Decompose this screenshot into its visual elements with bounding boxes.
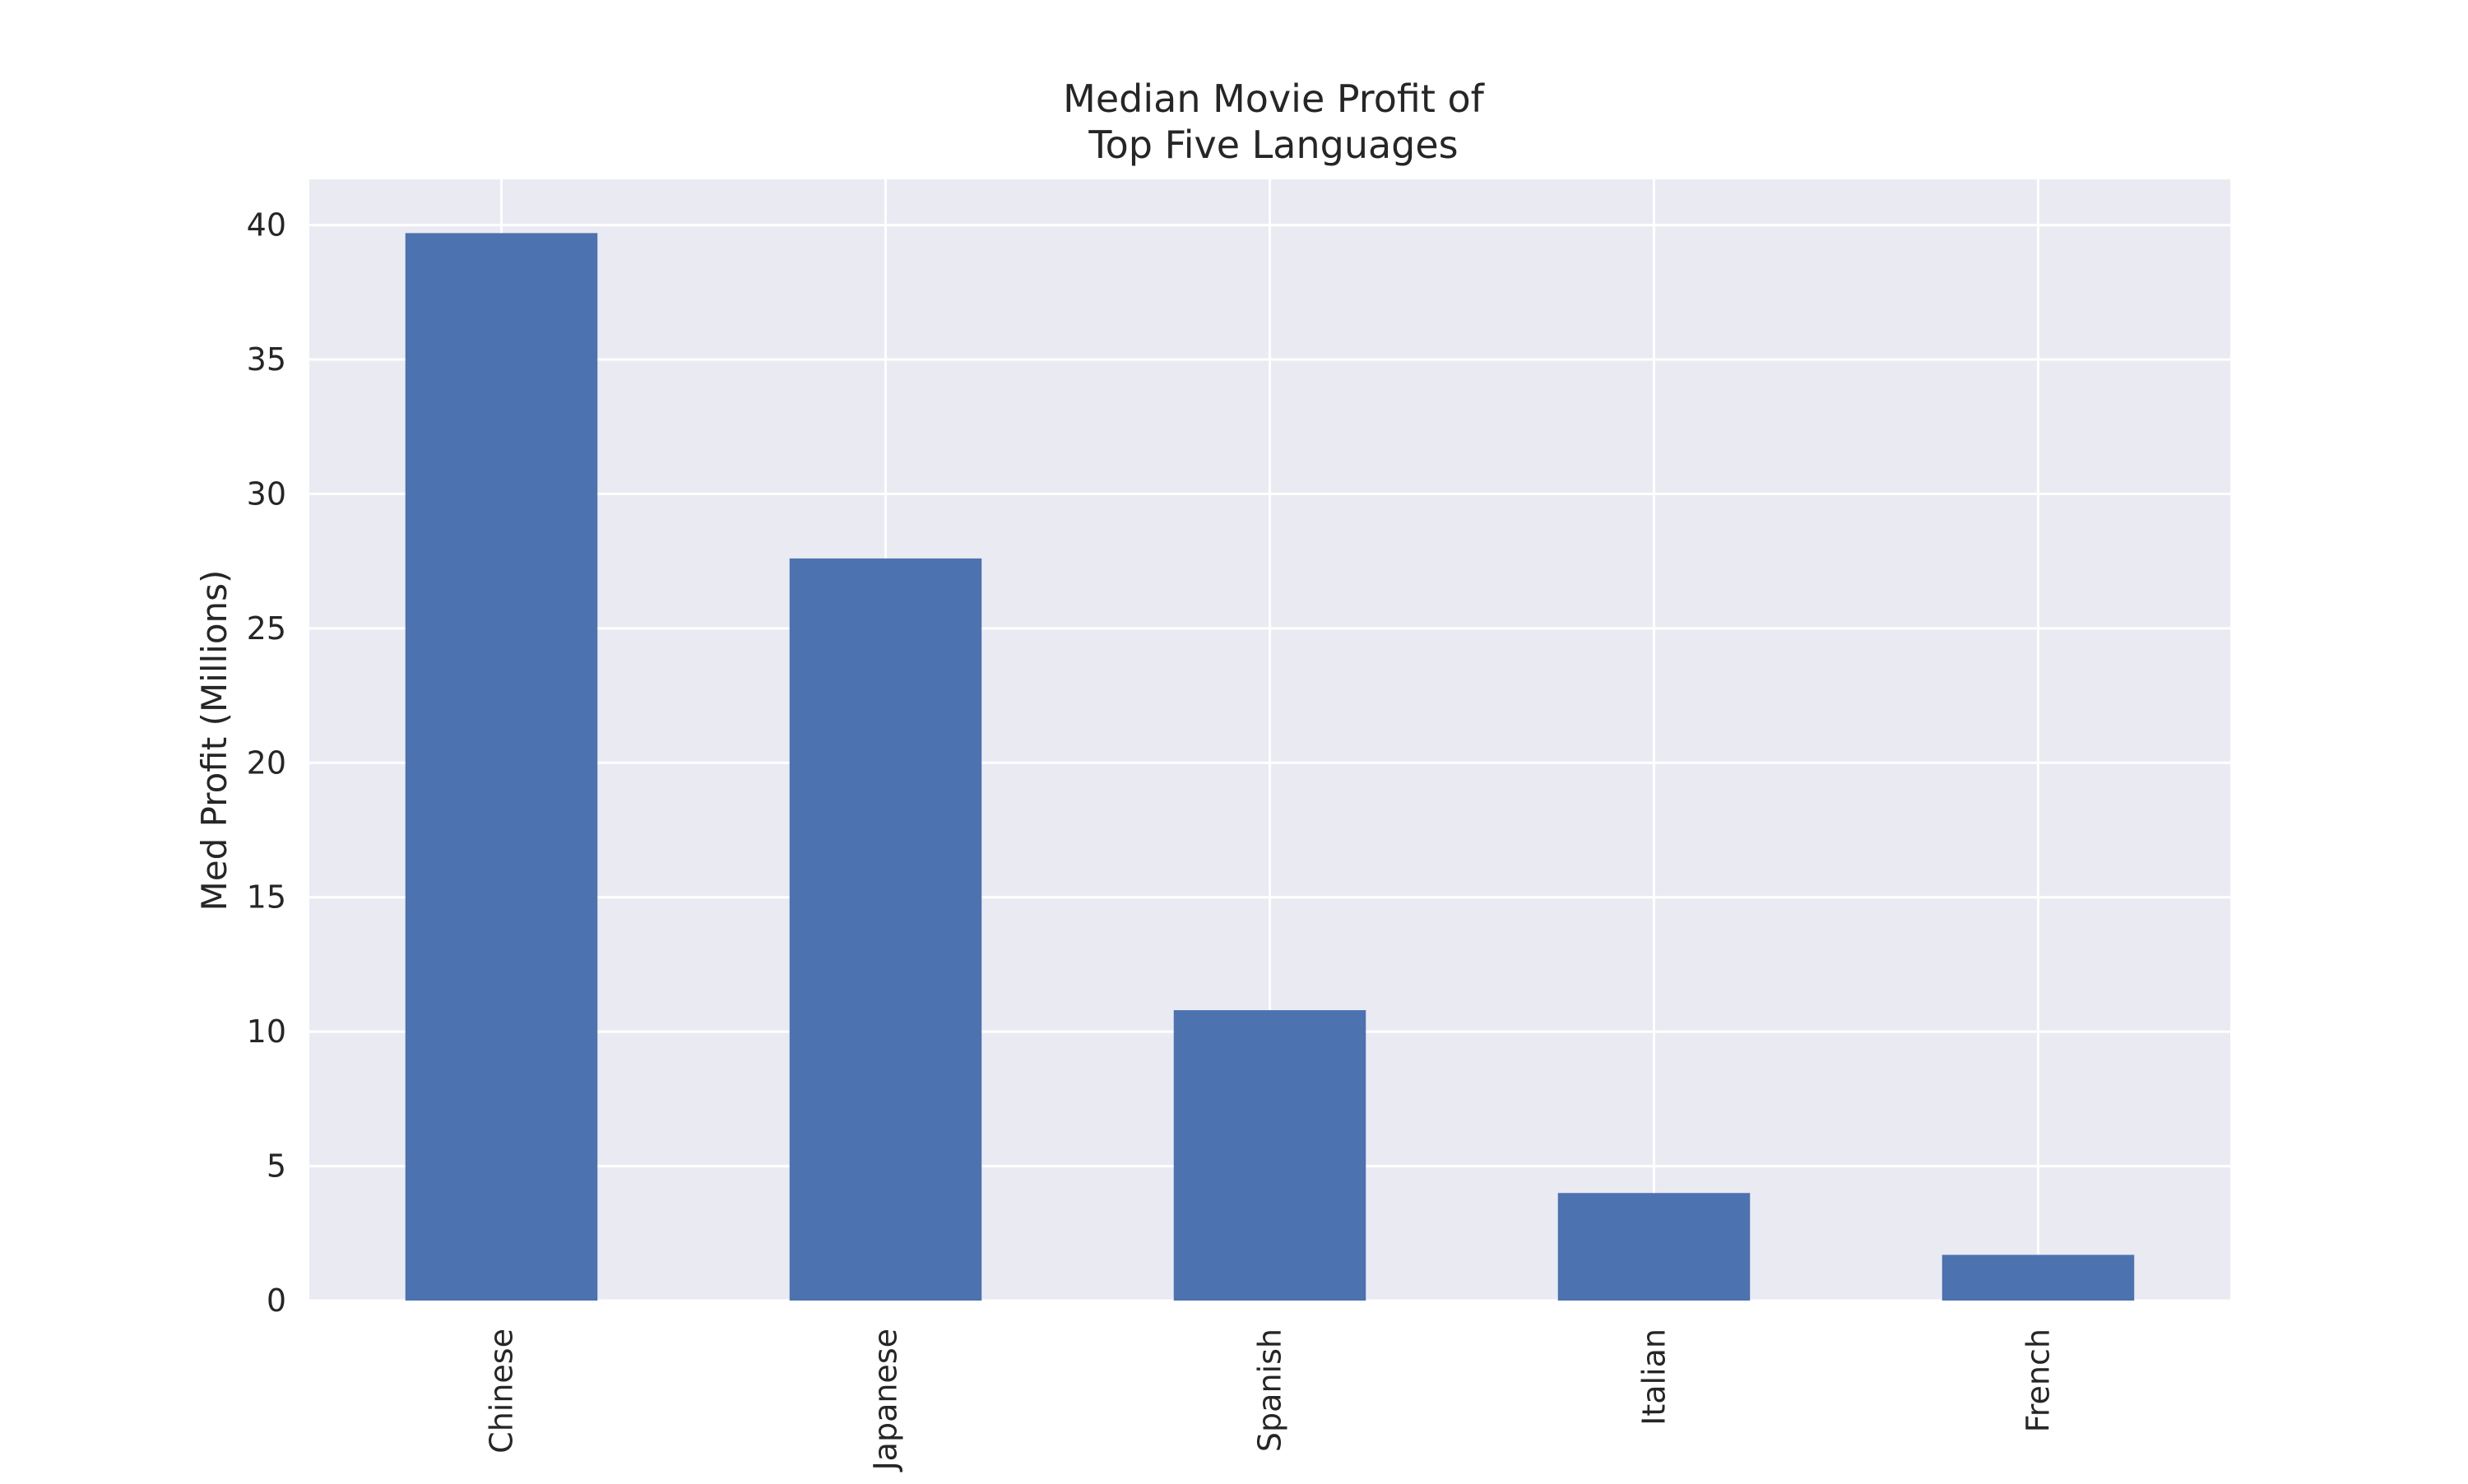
bar-chinese — [405, 233, 598, 1301]
x-tick-label-chinese: Chinese — [484, 1329, 520, 1454]
y-tick-label-20: 20 — [247, 744, 286, 781]
y-tick-label-25: 25 — [247, 610, 286, 647]
x-tick-label-spanish: Spanish — [1252, 1329, 1288, 1452]
bar-french — [1941, 1254, 2135, 1301]
y-tick-label-0: 0 — [267, 1282, 286, 1319]
bar-italian — [1557, 1193, 1751, 1301]
bar-spanish — [1173, 1009, 1366, 1301]
chart-title-line-2: Top Five Languages — [1088, 123, 1458, 167]
y-tick-label-35: 35 — [247, 341, 286, 378]
chart-title-line-1: Median Movie Profit of — [1063, 77, 1485, 121]
y-tick-label-40: 40 — [247, 207, 286, 243]
y-tick-label-10: 10 — [247, 1013, 286, 1050]
bar-japanese — [789, 558, 982, 1301]
bars — [405, 233, 2135, 1301]
x-tick-labels: Chinese Japanese Spanish Italian French — [484, 1329, 2057, 1472]
y-axis-label: Med Profit (Millions) — [194, 570, 234, 911]
x-tick-label-french: French — [2020, 1329, 2057, 1432]
x-tick-label-italian: Italian — [1636, 1329, 1672, 1426]
y-tick-label-30: 30 — [247, 475, 286, 512]
x-tick-label-japanese: Japanese — [868, 1329, 904, 1472]
y-tick-label-15: 15 — [247, 879, 286, 916]
y-tick-labels: 0 5 10 15 20 25 30 35 40 — [247, 207, 286, 1319]
y-tick-label-5: 5 — [267, 1148, 286, 1185]
